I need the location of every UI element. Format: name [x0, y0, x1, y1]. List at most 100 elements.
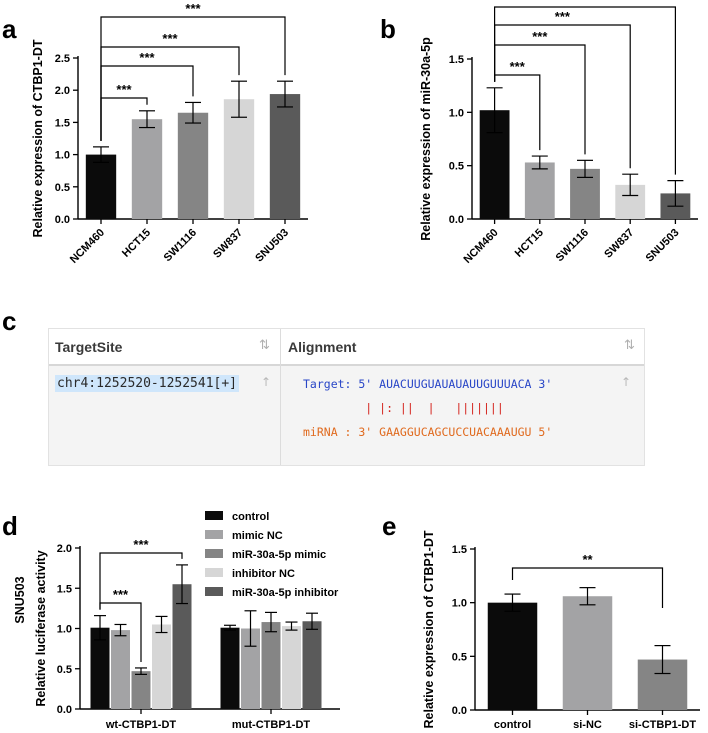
chart-d: 0.0 0.5 1.0 1.5 2.0 Relative luciferase activ… — [13, 511, 340, 731]
bar — [90, 627, 110, 709]
legend-label: control — [232, 511, 269, 523]
panel-letter-d: d — [2, 511, 18, 541]
bar — [302, 621, 322, 709]
arrow-up-icon: ↑ — [261, 375, 272, 389]
significance-bracket — [494, 24, 631, 169]
y-tick-label: 0.0 — [449, 214, 464, 226]
significance-bracket — [511, 567, 664, 608]
significance-label: *** — [510, 59, 526, 74]
legend-label: miR-30a-5p mimic — [232, 549, 326, 561]
y-axis-label: Relative expression of CTBP1-DT — [422, 530, 436, 728]
x-tick-label: si-NC — [573, 719, 602, 731]
y-tick-label: 1.5 — [57, 583, 72, 595]
y-tick-label: 1.5 — [452, 544, 467, 556]
legend-swatch — [205, 530, 223, 539]
alignment-table: TargetSite ⇅ Alignment ⇅ chr4:1252520-12… — [48, 328, 645, 466]
y-tick-label: 0.5 — [452, 651, 467, 663]
x-tick-label: SW1116 — [162, 227, 199, 264]
bar — [269, 94, 301, 219]
y-tick-label: 2.0 — [57, 543, 72, 555]
y-tick-label: 2.0 — [55, 85, 70, 97]
x-tick-label: SW837 — [211, 227, 245, 261]
significance-label: *** — [162, 31, 178, 46]
y-tick-label: 1.5 — [449, 54, 464, 66]
legend-label: inhibitor NC — [232, 568, 295, 580]
panel-letter-c: c — [2, 306, 16, 336]
significance-bracket — [99, 552, 183, 610]
pairing-bars: | |: || | ||||||| — [303, 401, 504, 415]
bar — [220, 627, 240, 709]
significance-label: ** — [582, 552, 593, 567]
x-tick-label: si-CTBP1-DT — [629, 719, 697, 731]
x-tick-label: wt-CTBP1-DT — [105, 719, 177, 731]
chart-a: 0.0 0.5 1.0 1.5 2.0 2.5 Relative expression of… — [31, 1, 308, 266]
x-tick-label: SNU503 — [253, 227, 291, 265]
legend-swatch — [205, 549, 223, 558]
bar — [131, 119, 163, 219]
significance-bracket — [100, 16, 286, 141]
table-header: TargetSite ⇅ Alignment ⇅ — [49, 329, 644, 366]
x-tick-label: HCT15 — [120, 227, 153, 260]
y-tick-label: 0.5 — [55, 182, 70, 194]
bar — [131, 671, 151, 709]
x-tick-label: mut-CTBP1-DT — [232, 719, 310, 731]
bar — [111, 630, 130, 709]
header-alignment[interactable]: Alignment — [288, 339, 357, 355]
y-axis-label: Relative expression of miR-30a-5p — [419, 37, 433, 241]
x-tick-label: HCT15 — [513, 227, 546, 260]
y-tick-label: 0.0 — [452, 705, 467, 717]
mirna-sequence: miRNA : 3' GAAGGUCAGCUCCUACAAAUGU 5' — [303, 425, 553, 439]
bar — [487, 602, 538, 710]
legend-swatch — [205, 511, 223, 520]
x-tick-label: NCM460 — [68, 227, 107, 266]
x-tick-label: control — [494, 719, 531, 731]
y-tick-label: 1.0 — [452, 598, 467, 610]
bar — [282, 626, 301, 709]
target-sequence: Target: 5' AUACUUGUAUAUAUUGUUUACA 3' — [303, 377, 553, 391]
legend-swatch — [205, 587, 223, 596]
panel-letter-a: a — [2, 14, 17, 44]
panel-letter-e: e — [382, 511, 396, 541]
chart-b: 0.0 0.5 1.0 1.5 Relative expression of miR-3… — [419, 0, 698, 266]
significance-label: *** — [116, 82, 132, 97]
sort-icon[interactable]: ⇅ — [624, 338, 635, 353]
significance-label: *** — [555, 9, 571, 24]
bar — [223, 99, 255, 219]
chart-title: SNU503 — [13, 576, 27, 623]
significance-bracket — [494, 6, 677, 175]
bar — [241, 628, 260, 709]
y-tick-label: 0.5 — [449, 161, 464, 173]
bar — [177, 112, 209, 219]
y-tick-label: 0.5 — [57, 664, 72, 676]
chart-e: 0.0 0.5 1.0 1.5 Relative expression of CTBP1… — [422, 530, 700, 731]
y-tick-label: 1.0 — [55, 150, 70, 162]
significance-label: *** — [185, 1, 201, 16]
x-tick-label: SW1116 — [554, 227, 591, 264]
bar — [152, 624, 171, 709]
panel-letter-b: b — [380, 14, 396, 44]
bar — [562, 596, 613, 710]
y-tick-label: 1.0 — [57, 624, 72, 636]
y-axis-label: Relative expression of CTBP1-DT — [31, 39, 45, 237]
y-tick-label: 1.0 — [449, 107, 464, 119]
x-tick-label: NCM460 — [462, 227, 501, 266]
target-site-cell: chr4:1252520-1252541[+] — [55, 375, 240, 392]
significance-label: *** — [139, 50, 155, 65]
legend-label: mimic NC — [232, 530, 283, 542]
bar — [524, 162, 555, 219]
significance-label: *** — [577, 0, 593, 6]
x-tick-label: SNU503 — [644, 227, 682, 265]
y-tick-label: 0.0 — [55, 214, 70, 226]
y-tick-label: 2.5 — [55, 53, 70, 65]
y-tick-label: 1.5 — [55, 117, 70, 129]
x-tick-label: SW837 — [602, 227, 636, 261]
sort-icon[interactable]: ⇅ — [259, 338, 270, 353]
y-tick-label: 0.0 — [57, 704, 72, 716]
column-divider — [280, 329, 281, 465]
significance-label: *** — [133, 537, 149, 552]
significance-label: *** — [532, 29, 548, 44]
y-axis-label: Relative luciferase activity — [34, 550, 48, 706]
header-target-site[interactable]: TargetSite — [55, 339, 123, 355]
bar — [85, 154, 117, 219]
